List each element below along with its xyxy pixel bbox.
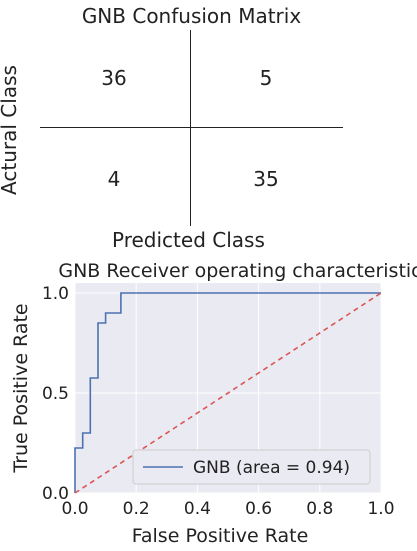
matrix-horizontal-divider — [40, 127, 343, 128]
roc-y-axis-label: True Positive Rate — [10, 303, 32, 473]
x-tick-label: 0.8 — [306, 499, 333, 519]
x-tick-label: 0.4 — [184, 499, 211, 519]
matrix-vertical-divider — [190, 30, 191, 226]
x-tick-label: 0.0 — [61, 499, 88, 519]
confusion-matrix-title: GNB Confusion Matrix — [81, 4, 302, 28]
y-tick-label: 0.5 — [42, 384, 69, 404]
roc-chart-title: GNB Receiver operating characteristic — [58, 260, 417, 282]
matrix-y-axis-label-text: Actural Class — [0, 65, 21, 195]
x-tick-label: 1.0 — [367, 499, 394, 519]
matrix-cell-bottom-right: 35 — [253, 167, 279, 191]
y-tick-label: 1.0 — [42, 284, 69, 304]
matrix-x-axis-label: Predicted Class — [112, 228, 265, 252]
roc-x-axis-label: False Positive Rate — [132, 525, 309, 547]
x-tick-label: 0.2 — [123, 499, 150, 519]
roc-curve-line — [74, 292, 381, 493]
x-tick-label: 0.6 — [245, 499, 272, 519]
chance-diagonal-line — [74, 292, 382, 494]
matrix-cell-top-left: 36 — [101, 66, 127, 90]
matrix-cell-top-right: 5 — [259, 66, 273, 90]
legend-box — [132, 449, 371, 485]
legend-label: GNB (area = 0.94) — [193, 458, 350, 478]
y-tick-label: 0.0 — [42, 484, 69, 504]
matrix-cell-bottom-left: 4 — [107, 167, 121, 191]
